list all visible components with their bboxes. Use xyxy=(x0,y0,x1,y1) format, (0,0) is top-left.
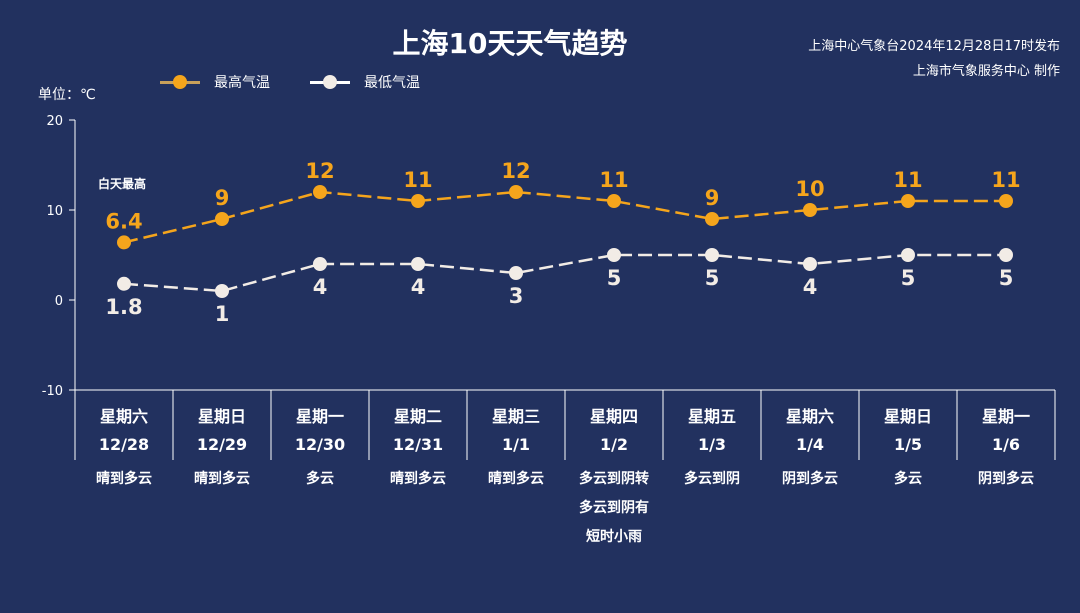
data-point-high xyxy=(607,194,621,208)
data-point-low xyxy=(901,248,915,262)
data-label-low: 3 xyxy=(509,284,524,308)
category-weather: 多云到阴有 xyxy=(579,499,649,516)
data-label-high: 11 xyxy=(991,168,1020,192)
data-point-high xyxy=(215,212,229,226)
data-label-low: 4 xyxy=(313,275,328,299)
category-weather: 阴到多云 xyxy=(978,470,1034,487)
data-label-low: 4 xyxy=(803,275,818,299)
category-date: 12/28 xyxy=(99,435,149,454)
data-point-high xyxy=(117,235,131,250)
publisher-line-2: 上海市气象服务中心 制作 xyxy=(912,64,1060,79)
category-weather: 多云 xyxy=(894,470,922,487)
data-label-high: 9 xyxy=(705,186,720,210)
data-point-high xyxy=(803,203,817,217)
data-point-low xyxy=(117,276,131,291)
category-date: 1/1 xyxy=(502,435,530,454)
data-point-low xyxy=(607,248,621,262)
data-point-high xyxy=(705,212,719,226)
category-weather: 阴到多云 xyxy=(782,470,838,487)
data-label-high: 12 xyxy=(305,159,334,183)
annotation-daytime-high: 白天最高 xyxy=(98,177,147,191)
category-date: 1/4 xyxy=(796,435,824,454)
data-label-low: 5 xyxy=(901,266,916,290)
category-weekday: 星期四 xyxy=(590,407,638,426)
data-point-high xyxy=(313,185,327,199)
series-line-low xyxy=(123,253,1006,293)
y-tick-label: -10 xyxy=(42,384,63,399)
y-tick-label: 20 xyxy=(46,114,63,129)
category-date: 12/30 xyxy=(295,435,345,454)
category-date: 1/2 xyxy=(600,435,628,454)
legend-item-low: 最低气温 xyxy=(310,72,420,92)
data-label-high: 10 xyxy=(795,177,824,201)
data-point-low xyxy=(313,257,327,271)
category-weekday: 星期五 xyxy=(688,407,736,426)
category-weekday: 星期六 xyxy=(786,407,834,426)
category-weather: 晴到多云 xyxy=(96,470,152,487)
legend-marker-low xyxy=(310,74,350,89)
data-point-low xyxy=(705,248,719,262)
category-weather: 多云到阴 xyxy=(684,470,740,487)
publisher-line-1: 上海中心气象台2024年12月28日17时发布 xyxy=(808,39,1060,54)
category-weekday: 星期一 xyxy=(982,407,1030,426)
data-point-high xyxy=(509,185,523,199)
category-weather: 多云 xyxy=(306,470,334,487)
category-date: 12/31 xyxy=(393,435,443,454)
data-label-high: 11 xyxy=(893,168,922,192)
category-weekday: 星期一 xyxy=(296,407,344,426)
data-label-high: 12 xyxy=(501,159,530,183)
data-point-low xyxy=(411,257,425,271)
data-label-low: 4 xyxy=(411,275,426,299)
legend-item-high: 最高气温 xyxy=(160,72,270,92)
data-label-low: 5 xyxy=(607,266,622,290)
legend-marker-high xyxy=(160,74,200,89)
legend-label-high: 最高气温 xyxy=(214,75,270,91)
publisher-info: 上海中心气象台2024年12月28日17时发布 上海市气象服务中心 制作 xyxy=(808,34,1060,84)
category-weekday: 星期六 xyxy=(100,407,148,426)
data-point-low xyxy=(215,284,229,298)
category-weather: 短时小雨 xyxy=(586,528,642,545)
category-weather: 晴到多云 xyxy=(390,470,446,487)
data-point-high xyxy=(999,194,1013,208)
category-weekday: 星期二 xyxy=(394,407,442,426)
category-weekday: 星期日 xyxy=(198,407,246,426)
data-label-low: 5 xyxy=(999,266,1014,290)
category-weather: 晴到多云 xyxy=(488,470,544,487)
data-label-low: 1.8 xyxy=(105,295,142,319)
data-point-high xyxy=(411,194,425,208)
y-tick-label: 10 xyxy=(46,204,63,219)
chart-title: 上海10天天气趋势 xyxy=(392,27,628,60)
y-axis-unit: 单位：℃ xyxy=(38,87,96,103)
category-weekday: 星期三 xyxy=(492,407,540,426)
legend-label-low: 最低气温 xyxy=(364,75,420,91)
data-label-high: 6.4 xyxy=(105,209,142,233)
data-point-low xyxy=(803,257,817,271)
data-label-high: 11 xyxy=(403,168,432,192)
category-weather: 多云到阴转 xyxy=(579,470,649,487)
data-label-low: 5 xyxy=(705,266,720,290)
category-date: 1/6 xyxy=(992,435,1020,454)
category-weekday: 星期日 xyxy=(884,407,932,426)
data-label-low: 1 xyxy=(215,302,230,326)
category-date: 1/3 xyxy=(698,435,726,454)
category-date: 12/29 xyxy=(197,435,247,454)
data-point-low xyxy=(509,266,523,280)
data-label-high: 9 xyxy=(215,186,230,210)
data-point-high xyxy=(901,194,915,208)
data-label-high: 11 xyxy=(599,168,628,192)
series-line-high xyxy=(123,190,1006,244)
category-date: 1/5 xyxy=(894,435,922,454)
data-point-low xyxy=(999,248,1013,262)
category-weather: 晴到多云 xyxy=(194,470,250,487)
y-tick-label: 0 xyxy=(55,294,63,309)
